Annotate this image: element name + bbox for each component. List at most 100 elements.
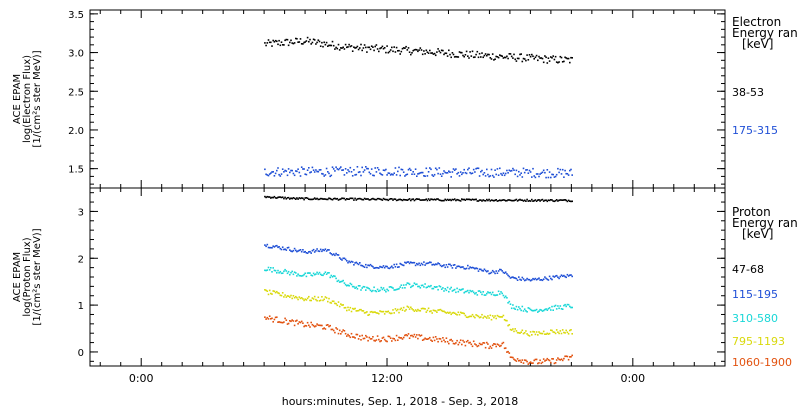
data-point bbox=[414, 48, 417, 51]
data-point bbox=[321, 172, 323, 175]
data-point bbox=[380, 286, 382, 289]
data-point bbox=[295, 37, 297, 40]
data-point bbox=[493, 316, 495, 319]
data-point bbox=[537, 173, 539, 175]
data-point bbox=[552, 331, 554, 333]
data-point bbox=[452, 168, 455, 170]
data-point bbox=[343, 257, 346, 260]
data-point bbox=[324, 328, 327, 330]
data-point bbox=[476, 200, 479, 202]
data-point bbox=[356, 310, 359, 312]
data-point bbox=[440, 199, 443, 202]
data-point bbox=[448, 290, 450, 293]
data-point bbox=[488, 292, 490, 294]
data-point bbox=[268, 173, 271, 175]
proton-series-795-1193 bbox=[264, 289, 573, 337]
data-point bbox=[569, 329, 571, 332]
proton-legend-entry: 1060-1900 bbox=[732, 356, 792, 369]
data-point bbox=[404, 334, 406, 337]
data-point bbox=[264, 42, 266, 44]
data-point bbox=[500, 268, 502, 271]
data-point bbox=[295, 198, 297, 200]
data-point bbox=[480, 316, 482, 318]
data-point bbox=[296, 296, 298, 299]
data-point bbox=[337, 168, 340, 171]
data-point bbox=[502, 172, 505, 174]
data-point bbox=[433, 309, 436, 312]
data-point bbox=[280, 321, 283, 324]
data-point bbox=[298, 296, 301, 298]
data-point bbox=[439, 308, 442, 311]
data-point bbox=[522, 310, 525, 312]
data-point bbox=[355, 286, 358, 288]
data-point bbox=[459, 339, 462, 341]
data-point bbox=[347, 198, 349, 200]
data-point bbox=[308, 324, 310, 327]
data-point bbox=[474, 198, 476, 201]
data-point bbox=[342, 197, 344, 200]
data-point bbox=[338, 329, 341, 332]
data-point bbox=[338, 167, 341, 170]
data-point bbox=[346, 284, 348, 287]
data-point bbox=[353, 308, 355, 310]
data-point bbox=[564, 275, 566, 278]
data-point bbox=[290, 294, 292, 297]
data-point bbox=[537, 362, 539, 365]
data-point bbox=[380, 47, 382, 49]
data-point bbox=[432, 198, 435, 201]
data-point bbox=[297, 273, 299, 275]
data-point bbox=[437, 309, 439, 311]
data-point bbox=[529, 279, 532, 282]
data-point bbox=[283, 44, 285, 46]
data-point bbox=[462, 288, 464, 290]
data-point bbox=[276, 244, 278, 247]
data-point bbox=[431, 287, 433, 290]
data-point bbox=[475, 267, 477, 269]
data-point bbox=[337, 301, 340, 303]
data-point bbox=[450, 264, 452, 267]
data-point bbox=[539, 173, 541, 175]
data-point bbox=[457, 199, 460, 201]
data-point bbox=[561, 61, 564, 63]
data-point bbox=[534, 199, 537, 201]
data-point bbox=[565, 355, 567, 357]
data-point bbox=[525, 310, 527, 312]
data-point bbox=[317, 273, 320, 275]
data-point bbox=[329, 252, 331, 254]
data-point bbox=[332, 44, 335, 47]
data-point bbox=[353, 336, 355, 338]
data-point bbox=[456, 265, 458, 268]
data-point bbox=[306, 169, 309, 171]
data-point bbox=[571, 57, 573, 59]
data-point bbox=[299, 249, 302, 251]
data-point bbox=[273, 41, 276, 43]
data-point bbox=[305, 40, 308, 42]
data-point bbox=[489, 200, 492, 202]
data-point bbox=[357, 48, 360, 51]
data-point bbox=[563, 199, 565, 201]
data-point bbox=[510, 329, 513, 331]
data-point bbox=[329, 301, 331, 304]
data-point bbox=[389, 337, 392, 339]
data-point bbox=[348, 198, 350, 200]
data-point bbox=[400, 199, 403, 201]
data-point bbox=[421, 171, 424, 174]
data-point bbox=[420, 284, 423, 287]
data-point bbox=[337, 332, 340, 335]
data-point bbox=[565, 199, 567, 202]
data-point bbox=[313, 39, 316, 41]
data-point bbox=[519, 278, 521, 281]
data-point bbox=[360, 339, 362, 341]
data-point bbox=[319, 197, 322, 200]
data-point bbox=[277, 246, 279, 249]
data-point bbox=[289, 41, 291, 44]
data-point bbox=[497, 344, 500, 346]
data-point bbox=[429, 336, 431, 339]
data-point bbox=[381, 199, 384, 201]
data-point bbox=[423, 286, 425, 288]
data-point bbox=[436, 286, 438, 288]
data-point bbox=[316, 299, 318, 302]
data-point bbox=[538, 199, 540, 201]
proton-series-310-580 bbox=[264, 266, 573, 313]
data-point bbox=[367, 264, 369, 266]
